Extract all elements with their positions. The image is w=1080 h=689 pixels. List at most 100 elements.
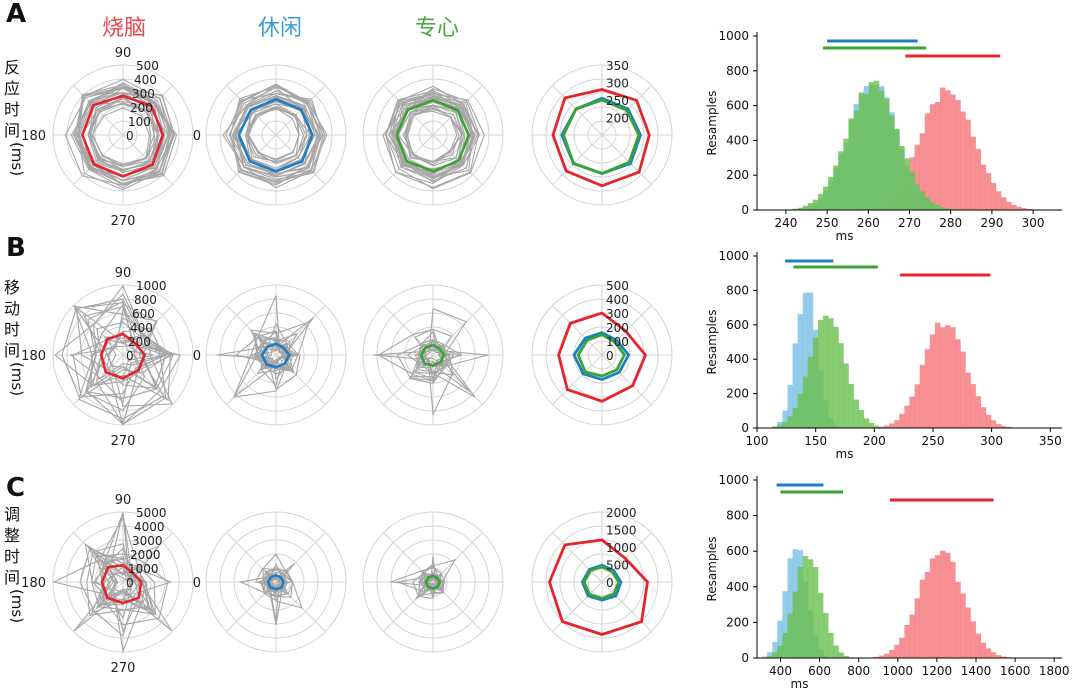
- grid-spoke: [383, 532, 483, 632]
- column-header: 休闲: [258, 16, 302, 41]
- radar-1-2: [362, 284, 504, 426]
- histogram-bar: [787, 416, 793, 428]
- x-tick-label: 280: [939, 216, 962, 230]
- mean-polygon: [266, 573, 286, 591]
- histogram-bar: [955, 339, 961, 428]
- histogram-bar: [909, 171, 915, 210]
- histogram-bar: [843, 655, 849, 658]
- subject-trace: [410, 342, 445, 378]
- ring-label: 500: [136, 59, 159, 73]
- mean-polygon: [551, 88, 651, 188]
- histogram-bar: [879, 90, 885, 210]
- angle-label-0: 0: [193, 129, 201, 144]
- row-label-char: 间: [4, 121, 20, 140]
- ring-label: 1000: [136, 279, 167, 293]
- histogram-bar: [858, 409, 865, 428]
- ring-label: 500: [606, 279, 629, 293]
- angle-label-90: 90: [115, 266, 132, 281]
- histogram-bar: [995, 191, 1002, 210]
- subject-trace: [422, 347, 455, 384]
- row-label-char: 调: [4, 505, 20, 524]
- x-tick-label: 300: [980, 434, 1003, 448]
- subject-trace: [405, 110, 465, 162]
- y-tick-label: 400: [726, 352, 749, 366]
- row-label-char: 动: [4, 299, 20, 318]
- ring-label: 400: [134, 73, 157, 87]
- histogram-bar: [782, 591, 788, 658]
- histogram-bar: [873, 656, 880, 658]
- y-tick-label: 600: [726, 318, 749, 332]
- x-tick-label: 200: [863, 434, 886, 448]
- angle-label-270: 270: [111, 434, 136, 449]
- y-tick-label: 200: [726, 168, 749, 182]
- histogram-bar: [848, 383, 854, 428]
- histogram-bar: [904, 158, 910, 210]
- radar-0-1: 0: [193, 64, 347, 206]
- subject-trace: [86, 336, 175, 426]
- histogram-bar: [990, 420, 997, 428]
- subject-trace: [74, 84, 174, 186]
- histogram-bar: [797, 314, 804, 428]
- ring-label: 4000: [134, 520, 165, 534]
- histogram-bar: [960, 593, 966, 658]
- y-tick-label: 800: [726, 283, 749, 297]
- angle-label-180: 180: [21, 576, 46, 591]
- ring-label: 100: [606, 335, 629, 349]
- histogram-bar: [843, 363, 849, 428]
- histogram-bar: [812, 567, 819, 658]
- histogram-bar: [914, 144, 920, 210]
- histogram-bar: [909, 396, 915, 428]
- ring-label: 200: [130, 101, 153, 115]
- histogram-bar: [899, 413, 905, 428]
- histogram-bar: [889, 423, 895, 428]
- histogram-bar: [833, 326, 839, 428]
- histogram-bar: [818, 193, 824, 210]
- histogram-bar: [950, 94, 956, 210]
- row-label-char: 反: [4, 58, 20, 77]
- radar-zoom-2: 0 500 1000 1500 2000: [531, 506, 673, 653]
- histogram-bar: [955, 99, 961, 210]
- mean-polygon: [557, 311, 648, 403]
- ring-label: 300: [132, 87, 155, 101]
- histogram-bar: [975, 633, 981, 658]
- histogram-bar: [1011, 204, 1017, 210]
- histogram-bar: [873, 425, 880, 428]
- subject-trace: [90, 103, 159, 168]
- mean-polygon: [572, 331, 631, 381]
- histogram-bar: [802, 555, 809, 658]
- histogram-bar: [807, 559, 814, 658]
- ring-label: 400: [130, 321, 153, 335]
- histogram-bar: [812, 337, 819, 428]
- histogram-bar: [873, 80, 880, 210]
- subject-trace: [247, 107, 300, 162]
- subject-trace: [100, 566, 141, 604]
- ring-label: 2000: [130, 548, 161, 562]
- histogram-bar: [950, 327, 956, 428]
- histogram-bar: [772, 652, 778, 658]
- histogram-bar: [838, 652, 844, 658]
- x-tick-label: 1800: [1039, 664, 1070, 678]
- x-tick-label: 150: [804, 434, 827, 448]
- histogram-bar: [909, 614, 915, 658]
- histogram-bar: [970, 621, 976, 658]
- x-tick-label: 800: [847, 664, 870, 678]
- ring-label: 500: [606, 559, 629, 573]
- histogram-bar: [985, 414, 992, 428]
- mean-polygon: [580, 563, 623, 602]
- angle-label-90: 90: [115, 493, 132, 508]
- ring-label: 800: [134, 293, 157, 307]
- histogram-bar: [914, 384, 920, 428]
- histogram-bar: [1006, 426, 1012, 428]
- histogram-bar: [894, 644, 900, 658]
- histogram-bar: [812, 199, 819, 210]
- subject-trace: [72, 304, 167, 389]
- histogram-bar: [945, 90, 951, 210]
- grid-spoke: [226, 532, 326, 632]
- histogram-bar: [863, 93, 870, 210]
- histogram-1: 100 150 200 250 300 350 0 200 400 600 800 1000 ms Res…: [705, 249, 1062, 461]
- subject-trace: [76, 86, 176, 182]
- y-tick-label: 0: [741, 203, 749, 217]
- grid-spoke: [552, 85, 652, 185]
